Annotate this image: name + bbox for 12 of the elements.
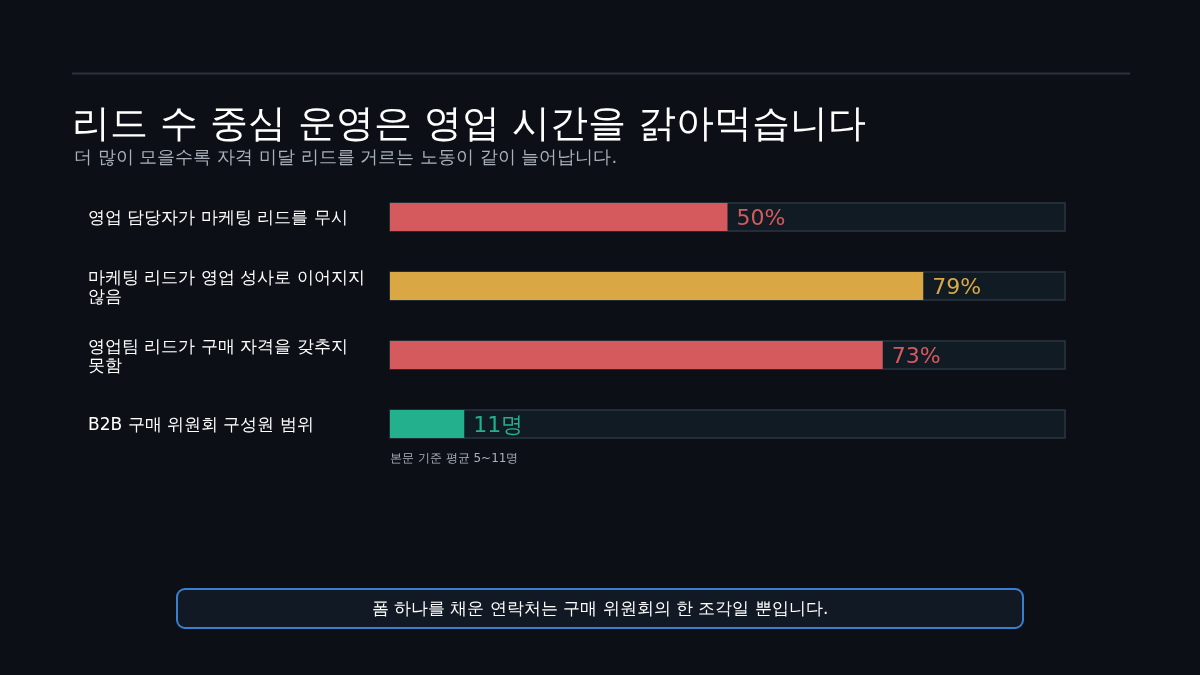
data-label: 50% xyxy=(736,205,786,230)
y-tick-label: 영업 담당자가 마케팅 리드를 무시 xyxy=(88,207,348,227)
y-tick-label: 마케팅 리드가 영업 성사로 이어지지 않음 xyxy=(88,267,365,306)
text: 폼 하나를 채운 연락처는 구매 위원회의 한 조각일 뿐입니다. xyxy=(371,598,829,618)
annotation: 본문 기준 평균 5~11명 xyxy=(390,451,519,465)
chart-title: 리드 수 중심 운영은 영업 시간을 갉아먹습니다 xyxy=(72,101,867,145)
data-label: 73% xyxy=(891,343,941,368)
y-tick-label: B2B 구매 위원회 구성원 범위 xyxy=(88,414,314,434)
data-label: 79% xyxy=(932,274,982,299)
data-label: 11명 xyxy=(473,412,524,437)
y-tick-label: 영업팀 리드가 구매 자격을 갖추지 못함 xyxy=(88,336,348,375)
chart-subtitle: 더 많이 모을수록 자격 미달 리드를 거르는 노동이 같이 늘어납니다. xyxy=(74,146,618,167)
